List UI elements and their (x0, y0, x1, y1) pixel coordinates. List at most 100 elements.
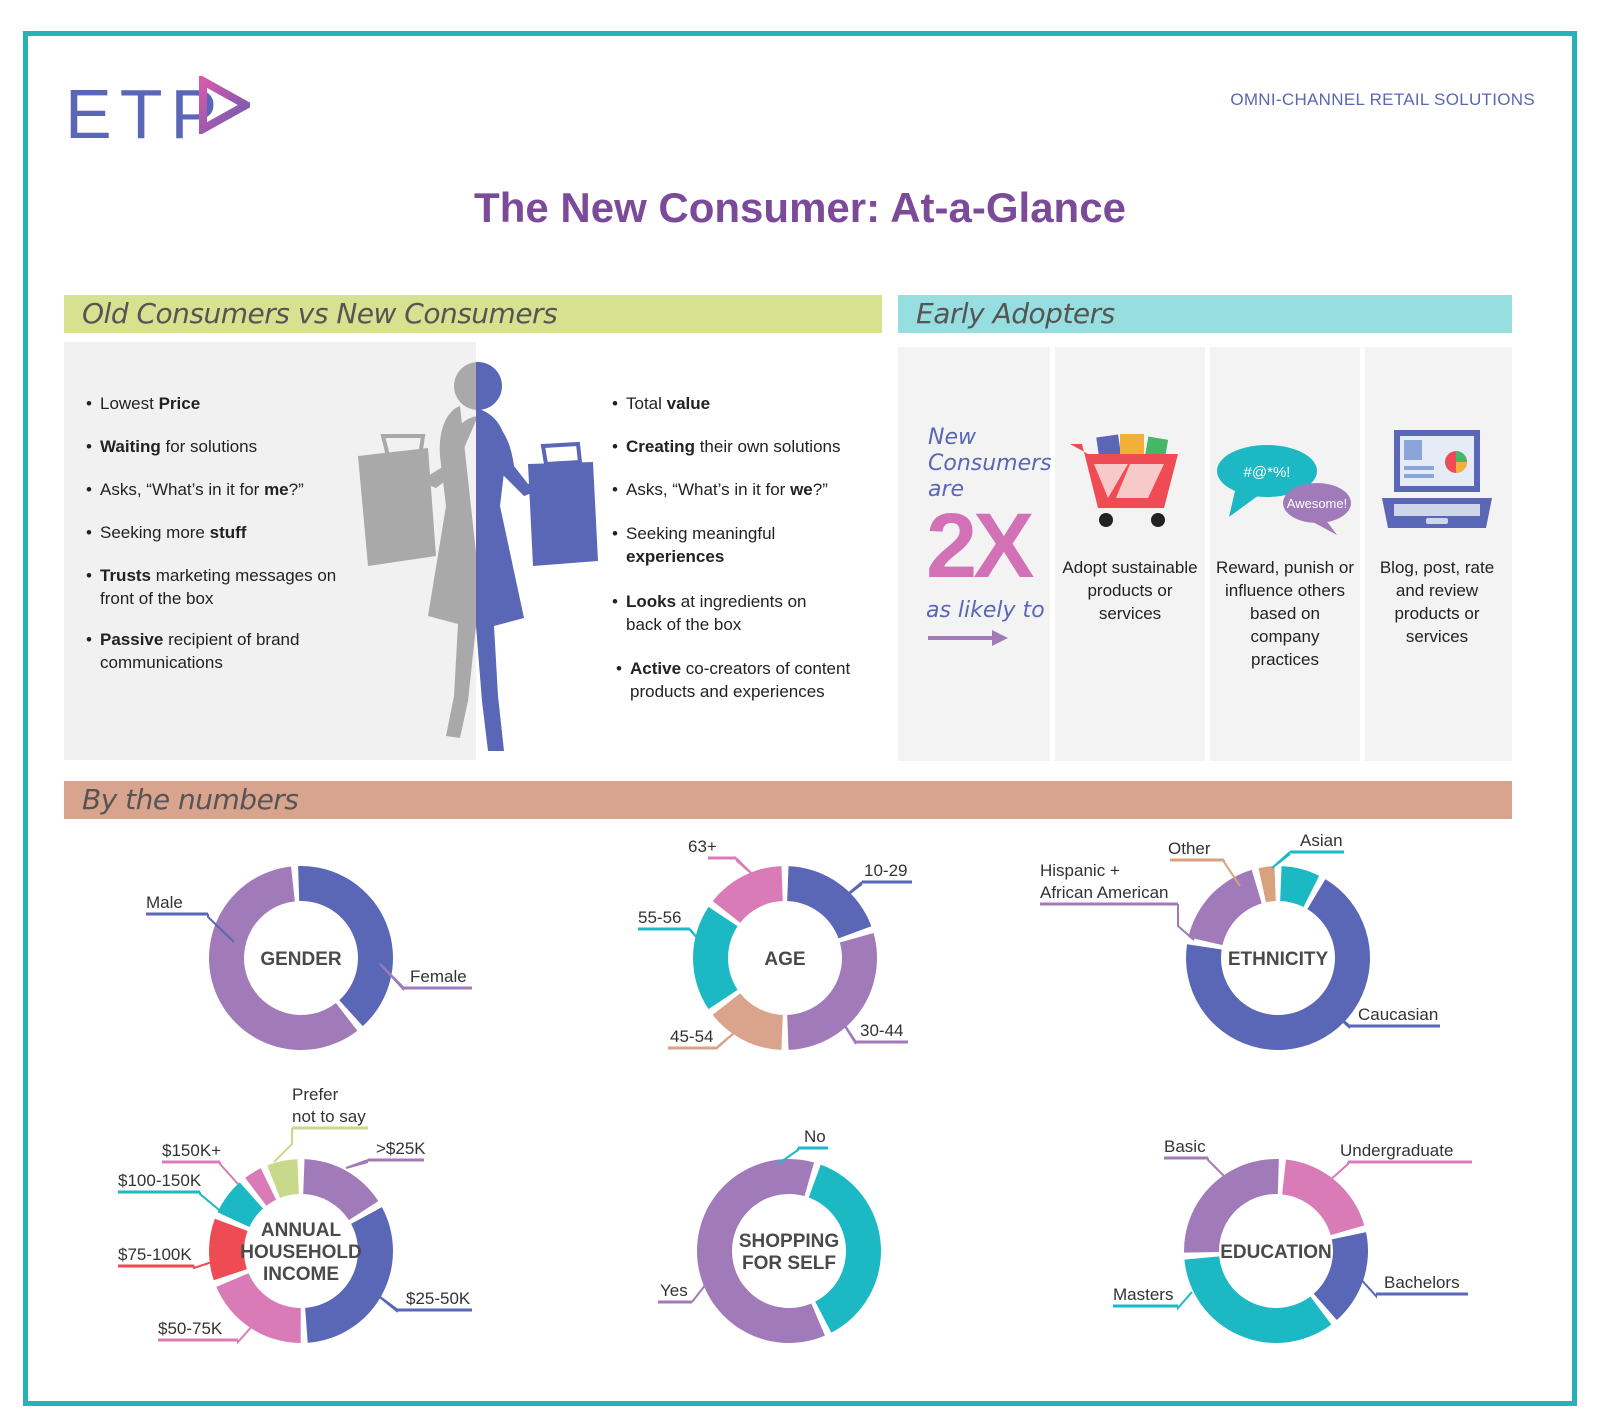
bubble-text-2: Awesome! (1287, 496, 1347, 511)
chart-title: ETHNICITY (1228, 949, 1329, 970)
leader-connector (735, 857, 753, 875)
slice-label: 55-56 (638, 908, 681, 927)
slice-label: Undergraduate (1340, 1141, 1453, 1160)
slice-male (298, 866, 394, 1027)
slice-label: Hispanic + (1040, 861, 1120, 880)
slice-other (1258, 866, 1276, 903)
early-adopter-col-3 (1365, 347, 1512, 761)
slice-55-56 (693, 906, 738, 1010)
slice-label: 10-29 (864, 861, 907, 880)
bubble-text-1: #@*%! (1244, 464, 1291, 481)
leader-connector (219, 1162, 239, 1185)
slice-asian (1280, 866, 1320, 908)
section-early-adopters: Early Adopters (898, 295, 1512, 333)
slice--50-75k (216, 1273, 301, 1343)
slice-10-29 (787, 866, 872, 939)
multiplier: 2X (926, 495, 1035, 597)
leader-connector (1177, 904, 1195, 941)
new-item-6: Active co-creators of content products a… (616, 657, 890, 703)
slice-label: Asian (1300, 831, 1343, 850)
slice-label: Basic (1164, 1137, 1206, 1156)
slice-yes (696, 1159, 825, 1344)
leader-connector (777, 1148, 799, 1165)
slice-label: $25-50K (406, 1289, 471, 1308)
new-item-4: Seeking meaningful experiences (612, 522, 826, 568)
slice-label: 63+ (688, 837, 717, 856)
chart-title: GENDER (260, 949, 342, 970)
leader-connector (375, 1293, 399, 1313)
leader-connector (1327, 1007, 1351, 1029)
leader-connector (1223, 860, 1241, 887)
chart-title: FOR SELF (742, 1253, 836, 1274)
chart-title: HOUSEHOLD (240, 1242, 361, 1263)
leader-connector (835, 881, 863, 905)
slice-label: Yes (660, 1281, 688, 1300)
lead-line-2: Consumers (928, 451, 1052, 476)
infographic-frame: ETP OMNI-CHANNEL RETAIL SOLUTIONS The Ne… (23, 31, 1577, 1406)
slice-label: not to say (292, 1107, 366, 1126)
chart-title: SHOPPING (739, 1231, 839, 1252)
slice-30-44 (787, 932, 877, 1050)
shopper-silhouette-icon (358, 362, 598, 751)
slice-no (808, 1164, 881, 1333)
early-adopter-col-2 (1210, 347, 1360, 761)
slice-hispanic-african-american (1188, 869, 1262, 946)
leader-connector (1271, 851, 1291, 869)
arrow-right-icon (928, 630, 1008, 646)
leader-connector (273, 1128, 293, 1163)
donut-charts: Male Female GENDER 10-29 30-44 45-54 55-56 63+ A… (118, 831, 1472, 1345)
slice-label: Prefer (292, 1085, 339, 1104)
slice-label: Masters (1113, 1285, 1173, 1304)
logo-play-icon (199, 76, 250, 134)
leader-connector (715, 1025, 743, 1050)
early-adopter-col-1 (1055, 347, 1205, 761)
leader-connector (691, 1283, 707, 1303)
slice-bachelors (1313, 1232, 1368, 1321)
slice-label: 30-44 (860, 1021, 903, 1040)
leader-connector (207, 914, 235, 943)
slice-label: No (804, 1127, 826, 1146)
likely-label: as likely to (926, 598, 1045, 623)
leader-connector (1177, 1291, 1193, 1311)
early-adopter-lead-col (898, 347, 1050, 761)
laptop-icon (1382, 430, 1492, 528)
leader-connector (379, 963, 405, 991)
slice-female (209, 866, 358, 1050)
chart-title: AGE (764, 949, 805, 970)
slice-label: Male (146, 893, 183, 912)
leader-connector (193, 1261, 213, 1270)
slice-label: Caucasian (1358, 1005, 1438, 1024)
lead-line-1: New (928, 425, 976, 450)
new-item-5: Looks at ingredients on back of the box (612, 590, 826, 636)
slice-masters (1184, 1256, 1332, 1343)
slice-label: Bachelors (1384, 1273, 1460, 1292)
early-adopter-text-3: Blog, post, rate and review products or … (1379, 558, 1495, 646)
section-by-numbers: By the numbers (64, 781, 1512, 819)
old-item-4: Seeking more stuff (86, 521, 340, 544)
slice-label: >$25K (376, 1139, 426, 1158)
logo-text: ETP (65, 75, 226, 153)
slice--100-150k (217, 1182, 264, 1227)
leader-connector (1327, 1162, 1349, 1183)
slice-label: 45-54 (670, 1027, 713, 1046)
slice-45-54 (712, 993, 783, 1050)
leader-connector (835, 1011, 857, 1045)
old-item-6: Passive recipient of brand communication… (86, 628, 340, 674)
slice-label: $75-100K (118, 1245, 192, 1264)
new-item-2: Creating their own solutions (612, 435, 886, 458)
shopping-cart-icon (1070, 434, 1178, 527)
leader-connector (1357, 1275, 1377, 1299)
leader-connector (237, 1323, 255, 1345)
leader-connector (689, 928, 699, 940)
slice-label: Female (410, 967, 467, 986)
slice--75-100k (208, 1218, 248, 1281)
slice-prefer-not-to-say (267, 1159, 299, 1198)
chart-title: INCOME (263, 1264, 339, 1285)
slice-label: $50-75K (158, 1319, 223, 1338)
leader-connector (199, 1192, 225, 1215)
slice--150k- (245, 1168, 277, 1206)
old-item-2: Waiting for solutions (86, 435, 340, 458)
etp-logo: ETP (65, 74, 225, 154)
slice-label: $100-150K (118, 1171, 202, 1190)
new-item-1: Total value (612, 392, 886, 415)
